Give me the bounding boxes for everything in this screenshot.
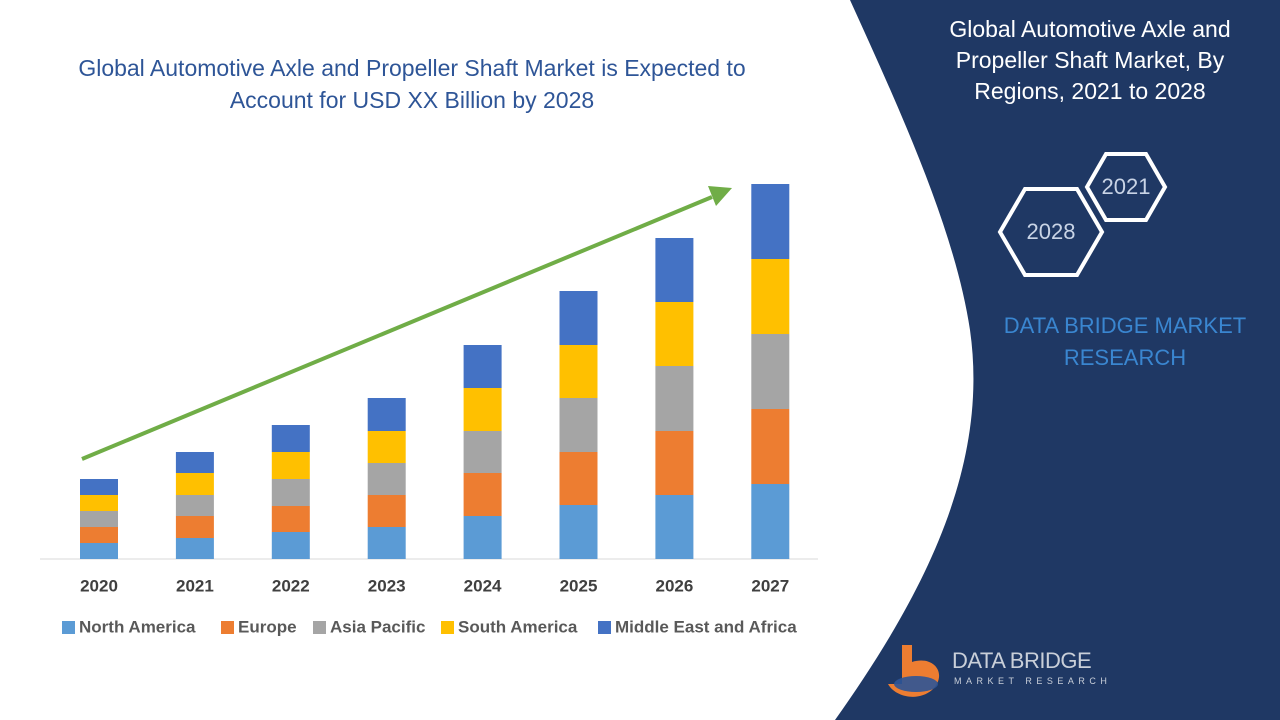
logo-name: DATA BRIDGE (952, 648, 1092, 673)
bar-segment (463, 388, 502, 431)
legend-label: Asia Pacific (330, 617, 425, 636)
bar-segment (271, 452, 310, 479)
bar-segment (271, 425, 310, 452)
bar-segment (559, 291, 598, 345)
bar-segment (751, 484, 790, 559)
legend-swatch (598, 621, 611, 634)
bar-segment (559, 452, 598, 505)
hexagon (1084, 152, 1168, 222)
bar-segment (655, 495, 694, 559)
bar-segment (367, 495, 406, 527)
bar-segment (271, 532, 310, 559)
trend-arrow (81, 195, 713, 461)
bar-segment (751, 409, 790, 484)
hexagon-label: 2028 (1027, 219, 1076, 244)
bar-segment (559, 345, 598, 398)
bar-segment (271, 506, 310, 532)
bar-segment (80, 495, 118, 511)
bar-segment (80, 479, 118, 495)
bar-segment (367, 463, 406, 495)
legend-swatch (441, 621, 454, 634)
legend-swatch (313, 621, 326, 634)
logo-tagline: MARKET RESEARCH (954, 676, 1112, 686)
bar-segment (463, 431, 502, 473)
x-tick-label: 2026 (655, 576, 693, 595)
bar-segment (175, 452, 214, 473)
bar-segment (559, 398, 598, 452)
bar-segment (175, 538, 214, 559)
bar-segment (367, 431, 406, 463)
x-tick-label: 2027 (751, 576, 789, 595)
legend-label: North America (79, 617, 196, 636)
bar-segment (80, 511, 118, 527)
legend-label: South America (458, 617, 578, 636)
hexagon (997, 187, 1105, 277)
x-tick-label: 2021 (176, 576, 214, 595)
bar-segment (751, 259, 790, 334)
x-tick-label: 2025 (560, 576, 598, 595)
side-panel (835, 0, 1280, 720)
legend-label: Middle East and Africa (615, 617, 797, 636)
bar-segment (751, 334, 790, 409)
trend-arrowhead (708, 186, 732, 206)
bar-segment (463, 473, 502, 516)
legend-label: Europe (238, 617, 297, 636)
bar-segment (175, 473, 214, 495)
logo-icon (894, 676, 938, 692)
legend-swatch (62, 621, 75, 634)
x-tick-label: 2022 (272, 576, 310, 595)
bar-segment (175, 495, 214, 516)
bar-segment (367, 398, 406, 431)
bar-segment (655, 238, 694, 302)
bar-segment (655, 431, 694, 495)
bar-segment (80, 527, 118, 543)
hexagon-label: 2021 (1102, 174, 1151, 199)
x-tick-label: 2020 (80, 576, 118, 595)
brand: DATA BRIDGE MARKET RESEARCH (1003, 313, 1247, 370)
chart-title: Global Automotive Axle and Propeller Sha… (78, 55, 746, 113)
bar-segment (175, 516, 214, 538)
bar-segment (559, 505, 598, 559)
legend-swatch (221, 621, 234, 634)
bar-segment (367, 527, 406, 559)
bar-segment (751, 184, 790, 259)
x-tick-label: 2024 (464, 576, 502, 595)
bar-segment (463, 345, 502, 388)
side-title: Global Automotive Axle and Propeller Sha… (949, 16, 1231, 104)
bar-segment (271, 479, 310, 506)
bar-segment (655, 366, 694, 431)
bar-segment (80, 543, 118, 559)
x-tick-label: 2023 (368, 576, 406, 595)
bar-segment (655, 302, 694, 366)
bar-segment (463, 516, 502, 559)
